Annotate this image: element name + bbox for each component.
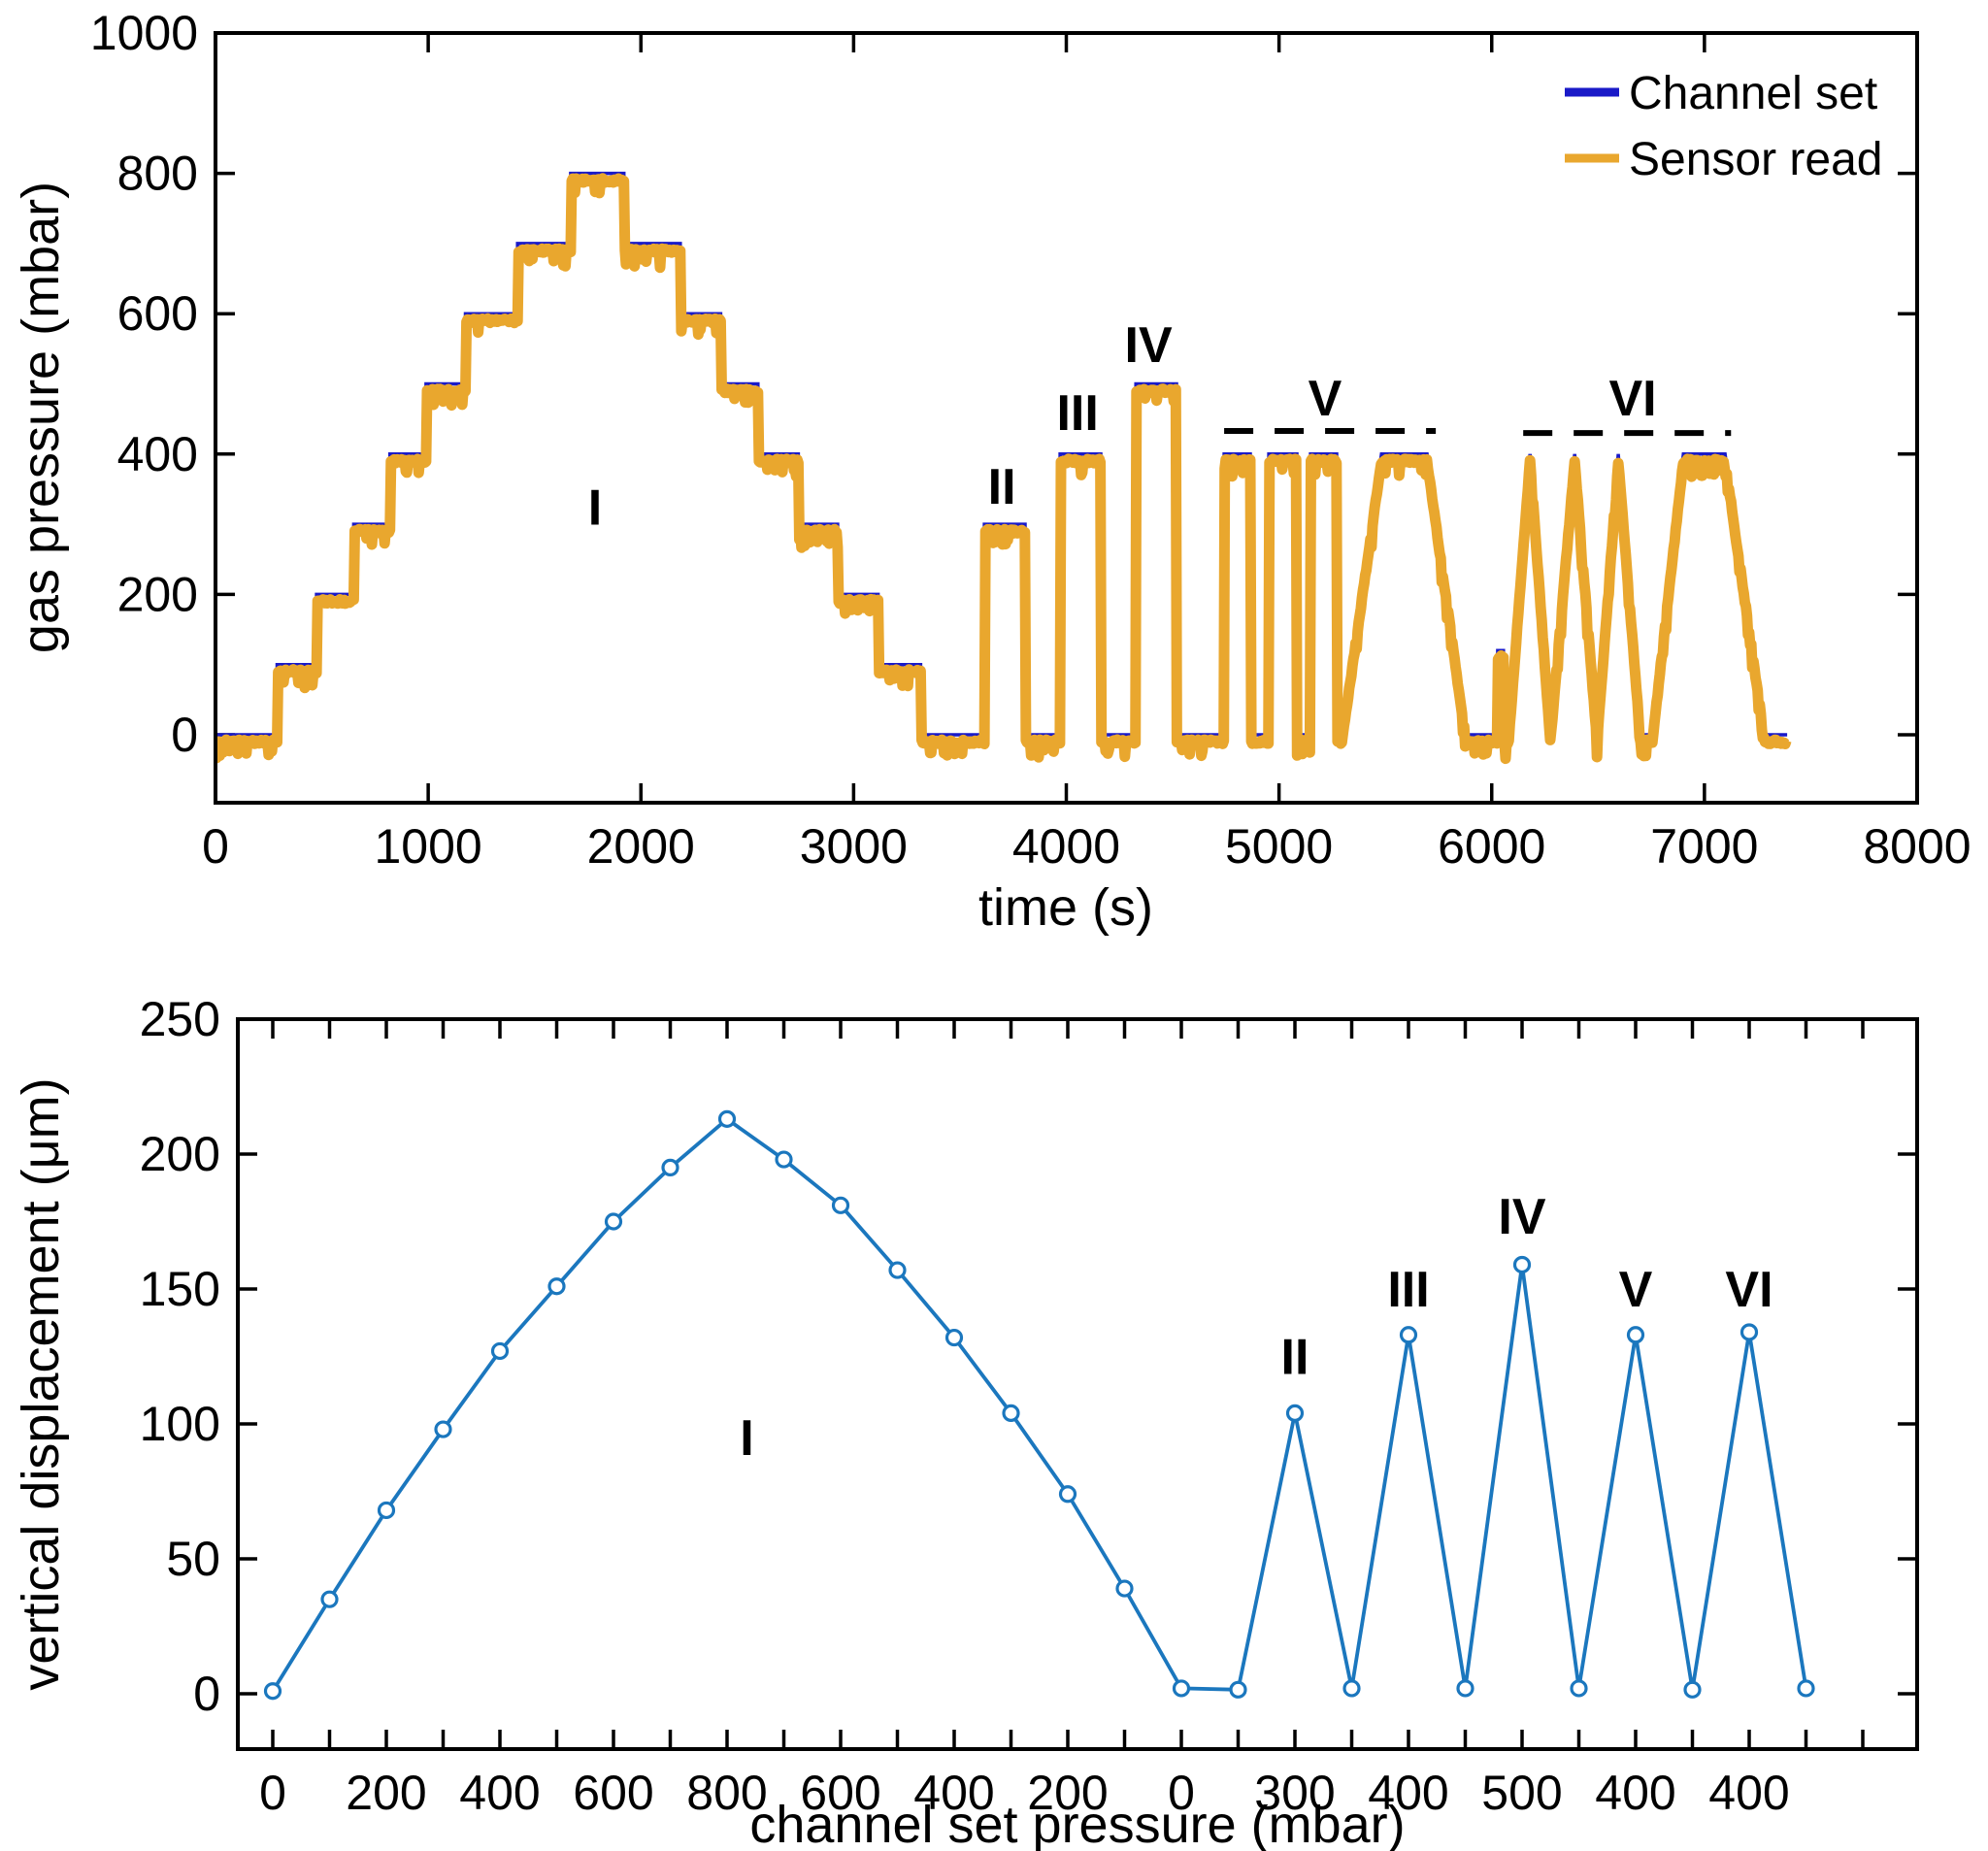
bottom-axes-box (236, 1017, 1919, 1751)
data-point-marker (547, 1277, 566, 1296)
phase-label-IV: IV (1125, 317, 1173, 374)
data-point-marker (717, 1109, 737, 1128)
y-tick-label: 0 (193, 1667, 220, 1721)
x-tick-label: 400 (1708, 1766, 1789, 1820)
data-point-marker (888, 1261, 907, 1279)
data-point-marker (1342, 1679, 1361, 1698)
bottom-y-axis-label: vertical displacement (μm) (12, 1077, 70, 1690)
x-tick-label: 300 (1254, 1766, 1335, 1820)
sensor-read-line (217, 173, 1792, 765)
phase-label-III: III (1387, 1262, 1429, 1318)
data-point-marker (1683, 1680, 1702, 1699)
data-point-marker (1626, 1326, 1645, 1344)
data-point-marker (377, 1501, 396, 1520)
x-tick-label: 4000 (1012, 819, 1120, 874)
x-tick-label: 6000 (1438, 819, 1545, 874)
legend-label-channel-set: Channel set (1629, 68, 1877, 119)
data-point-marker (661, 1158, 679, 1177)
y-tick-label: 600 (117, 286, 198, 341)
legend-label-sensor-read: Sensor read (1629, 134, 1883, 185)
x-tick-label: 3000 (800, 819, 908, 874)
phase-label-II: II (988, 459, 1016, 515)
x-tick-label: 8000 (1863, 819, 1971, 874)
phase-label-III: III (1056, 385, 1098, 442)
phase-label-II: II (1281, 1330, 1309, 1386)
x-tick-label: 400 (1368, 1766, 1448, 1820)
x-tick-label: 0 (1168, 1766, 1195, 1820)
bottom-chart: 0 200 400 600 800 600 400 200 0 300 400 500 400 400 0 5… (140, 992, 1919, 1820)
phase-label-V: V (1619, 1262, 1653, 1318)
data-point-marker (1740, 1323, 1759, 1341)
x-tick-label: 7000 (1650, 819, 1758, 874)
y-tick-label: 0 (171, 708, 198, 762)
y-tick-label: 100 (140, 1397, 220, 1451)
x-tick-label: 400 (459, 1766, 540, 1820)
phase-label-IV: IV (1498, 1189, 1545, 1245)
y-tick-label: 400 (117, 427, 198, 481)
phase-label-I: I (588, 480, 602, 537)
x-tick-label: 2000 (587, 819, 695, 874)
phase-label-VI: VI (1608, 371, 1656, 427)
x-tick-label: 400 (913, 1766, 994, 1820)
legend: Channel set Sensor read (1565, 68, 1883, 185)
data-point-marker (944, 1328, 964, 1347)
phase-label-V: V (1309, 371, 1342, 427)
top-x-axis-label: time (s) (978, 878, 1153, 937)
y-tick-label: 250 (140, 992, 220, 1046)
top-chart: 0 1000 2000 3000 4000 5000 6000 7000 8000 0 200 400… (90, 6, 1971, 874)
y-tick-label: 50 (166, 1532, 220, 1586)
data-point-marker (1058, 1485, 1077, 1504)
x-tick-label: 400 (1595, 1766, 1675, 1820)
y-tick-label: 200 (117, 567, 198, 621)
y-tick-label: 1000 (90, 6, 198, 60)
data-point-marker (604, 1212, 623, 1231)
data-point-marker (1797, 1679, 1815, 1698)
data-point-marker (1570, 1679, 1588, 1698)
data-point-marker (1172, 1679, 1191, 1698)
x-tick-label: 600 (573, 1766, 653, 1820)
data-point-marker (1456, 1679, 1474, 1698)
data-point-marker (263, 1682, 282, 1701)
data-point-marker (320, 1590, 339, 1608)
bottom-x-axis-label: channel set pressure (mbar) (749, 1796, 1405, 1851)
y-tick-label: 200 (140, 1127, 220, 1181)
data-point-marker (831, 1196, 850, 1214)
y-tick-label: 800 (117, 147, 198, 201)
top-y-axis-label: gas pressure (mbar) (12, 182, 70, 653)
data-point-marker (490, 1341, 510, 1361)
x-tick-label: 600 (800, 1766, 880, 1820)
x-tick-label: 5000 (1225, 819, 1333, 874)
phase-label-VI: VI (1725, 1262, 1773, 1318)
data-point-marker (1399, 1326, 1418, 1344)
data-point-marker (1002, 1404, 1020, 1422)
data-point-marker (434, 1420, 452, 1438)
x-tick-label: 200 (346, 1766, 426, 1820)
x-tick-label: 500 (1481, 1766, 1562, 1820)
data-point-marker (1229, 1680, 1247, 1699)
data-point-marker (1285, 1404, 1305, 1422)
x-tick-label: 0 (202, 819, 229, 874)
data-point-marker (1115, 1579, 1134, 1598)
x-tick-label: 800 (686, 1766, 767, 1820)
data-point-marker (775, 1150, 793, 1169)
phase-label-I: I (740, 1410, 753, 1467)
displacement-line (271, 1117, 1808, 1693)
x-tick-label: 1000 (375, 819, 482, 874)
top-series (217, 171, 1792, 765)
data-point-marker (1512, 1255, 1532, 1274)
x-tick-label: 200 (1027, 1766, 1108, 1820)
y-tick-label: 150 (140, 1262, 220, 1316)
x-tick-label: 0 (259, 1766, 286, 1820)
